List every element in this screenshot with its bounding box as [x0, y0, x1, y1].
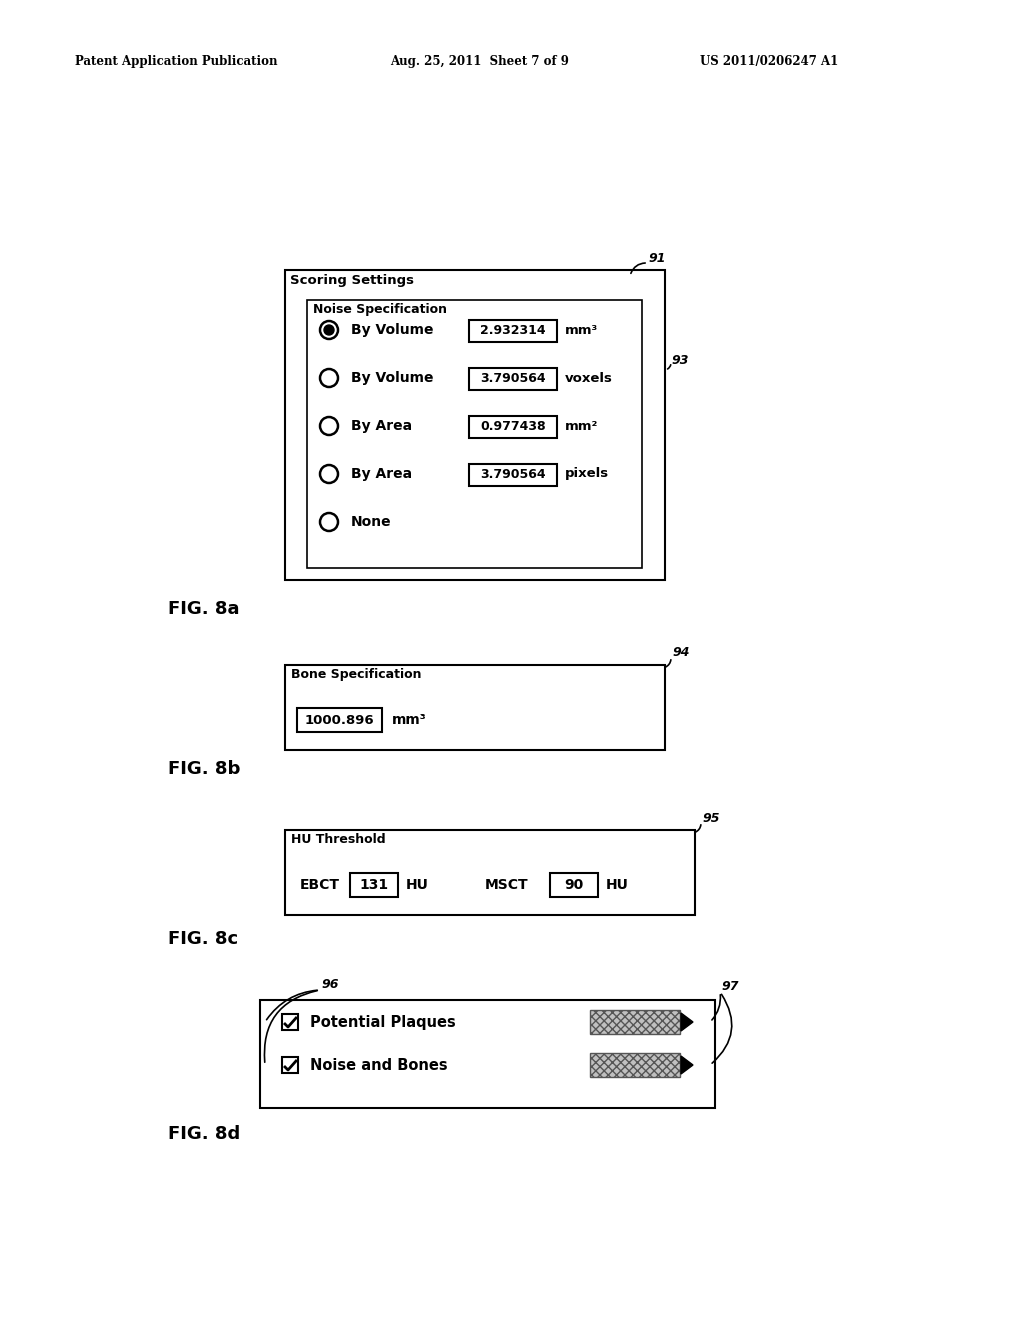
Bar	[350, 873, 398, 898]
Text: mm²: mm²	[565, 420, 598, 433]
Bar	[260, 1001, 715, 1107]
Bar	[285, 271, 665, 579]
Text: HU: HU	[406, 878, 429, 892]
Text: Scoring Settings: Scoring Settings	[290, 275, 414, 286]
Circle shape	[319, 465, 338, 483]
Text: Bone Specification: Bone Specification	[291, 668, 422, 681]
Text: FIG. 8a: FIG. 8a	[168, 601, 240, 618]
Text: Patent Application Publication: Patent Application Publication	[75, 55, 278, 69]
Text: 0.977438: 0.977438	[480, 420, 546, 433]
Text: US 2011/0206247 A1: US 2011/0206247 A1	[700, 55, 839, 69]
Bar	[469, 368, 557, 389]
Text: Potential Plaques: Potential Plaques	[310, 1015, 456, 1030]
Circle shape	[319, 417, 338, 436]
Text: Noise Specification: Noise Specification	[313, 304, 447, 315]
Bar	[469, 465, 557, 486]
Text: Aug. 25, 2011  Sheet 7 of 9: Aug. 25, 2011 Sheet 7 of 9	[390, 55, 569, 69]
Text: None: None	[351, 515, 391, 529]
Text: 91: 91	[648, 252, 666, 264]
Bar	[282, 1057, 298, 1073]
Text: By Volume: By Volume	[351, 323, 433, 337]
Text: By Area: By Area	[351, 418, 412, 433]
Bar	[285, 830, 695, 915]
Circle shape	[319, 321, 338, 339]
Text: 94: 94	[672, 647, 689, 660]
Bar	[297, 708, 382, 733]
Text: FIG. 8d: FIG. 8d	[168, 1125, 241, 1143]
Bar	[285, 665, 665, 750]
Text: 3.790564: 3.790564	[480, 371, 546, 384]
Circle shape	[319, 513, 338, 531]
Text: pixels: pixels	[565, 467, 609, 480]
Bar	[469, 416, 557, 438]
Text: mm³: mm³	[565, 323, 598, 337]
Text: FIG. 8c: FIG. 8c	[168, 931, 239, 948]
Circle shape	[324, 325, 334, 335]
Text: 96: 96	[322, 978, 339, 991]
Text: By Volume: By Volume	[351, 371, 433, 385]
Bar	[590, 1010, 680, 1034]
Text: voxels: voxels	[565, 371, 613, 384]
Text: 90: 90	[564, 878, 584, 892]
Text: 1000.896: 1000.896	[305, 714, 375, 726]
Text: HU Threshold: HU Threshold	[291, 833, 386, 846]
Text: Noise and Bones: Noise and Bones	[310, 1057, 447, 1072]
Circle shape	[319, 370, 338, 387]
Text: 131: 131	[359, 878, 388, 892]
Text: MSCT: MSCT	[485, 878, 528, 892]
Bar	[550, 873, 598, 898]
Bar	[307, 300, 642, 568]
Text: 3.790564: 3.790564	[480, 467, 546, 480]
Text: HU: HU	[606, 878, 629, 892]
Bar	[282, 1014, 298, 1030]
Polygon shape	[681, 1012, 693, 1031]
Text: 95: 95	[702, 812, 720, 825]
Polygon shape	[681, 1056, 693, 1074]
Text: mm³: mm³	[392, 713, 427, 727]
Bar	[590, 1053, 680, 1077]
Text: By Area: By Area	[351, 467, 412, 480]
Text: 97: 97	[721, 981, 738, 994]
Bar	[469, 319, 557, 342]
Text: 2.932314: 2.932314	[480, 323, 546, 337]
Text: 93: 93	[671, 354, 688, 367]
Text: FIG. 8b: FIG. 8b	[168, 760, 241, 777]
Text: EBCT: EBCT	[300, 878, 340, 892]
